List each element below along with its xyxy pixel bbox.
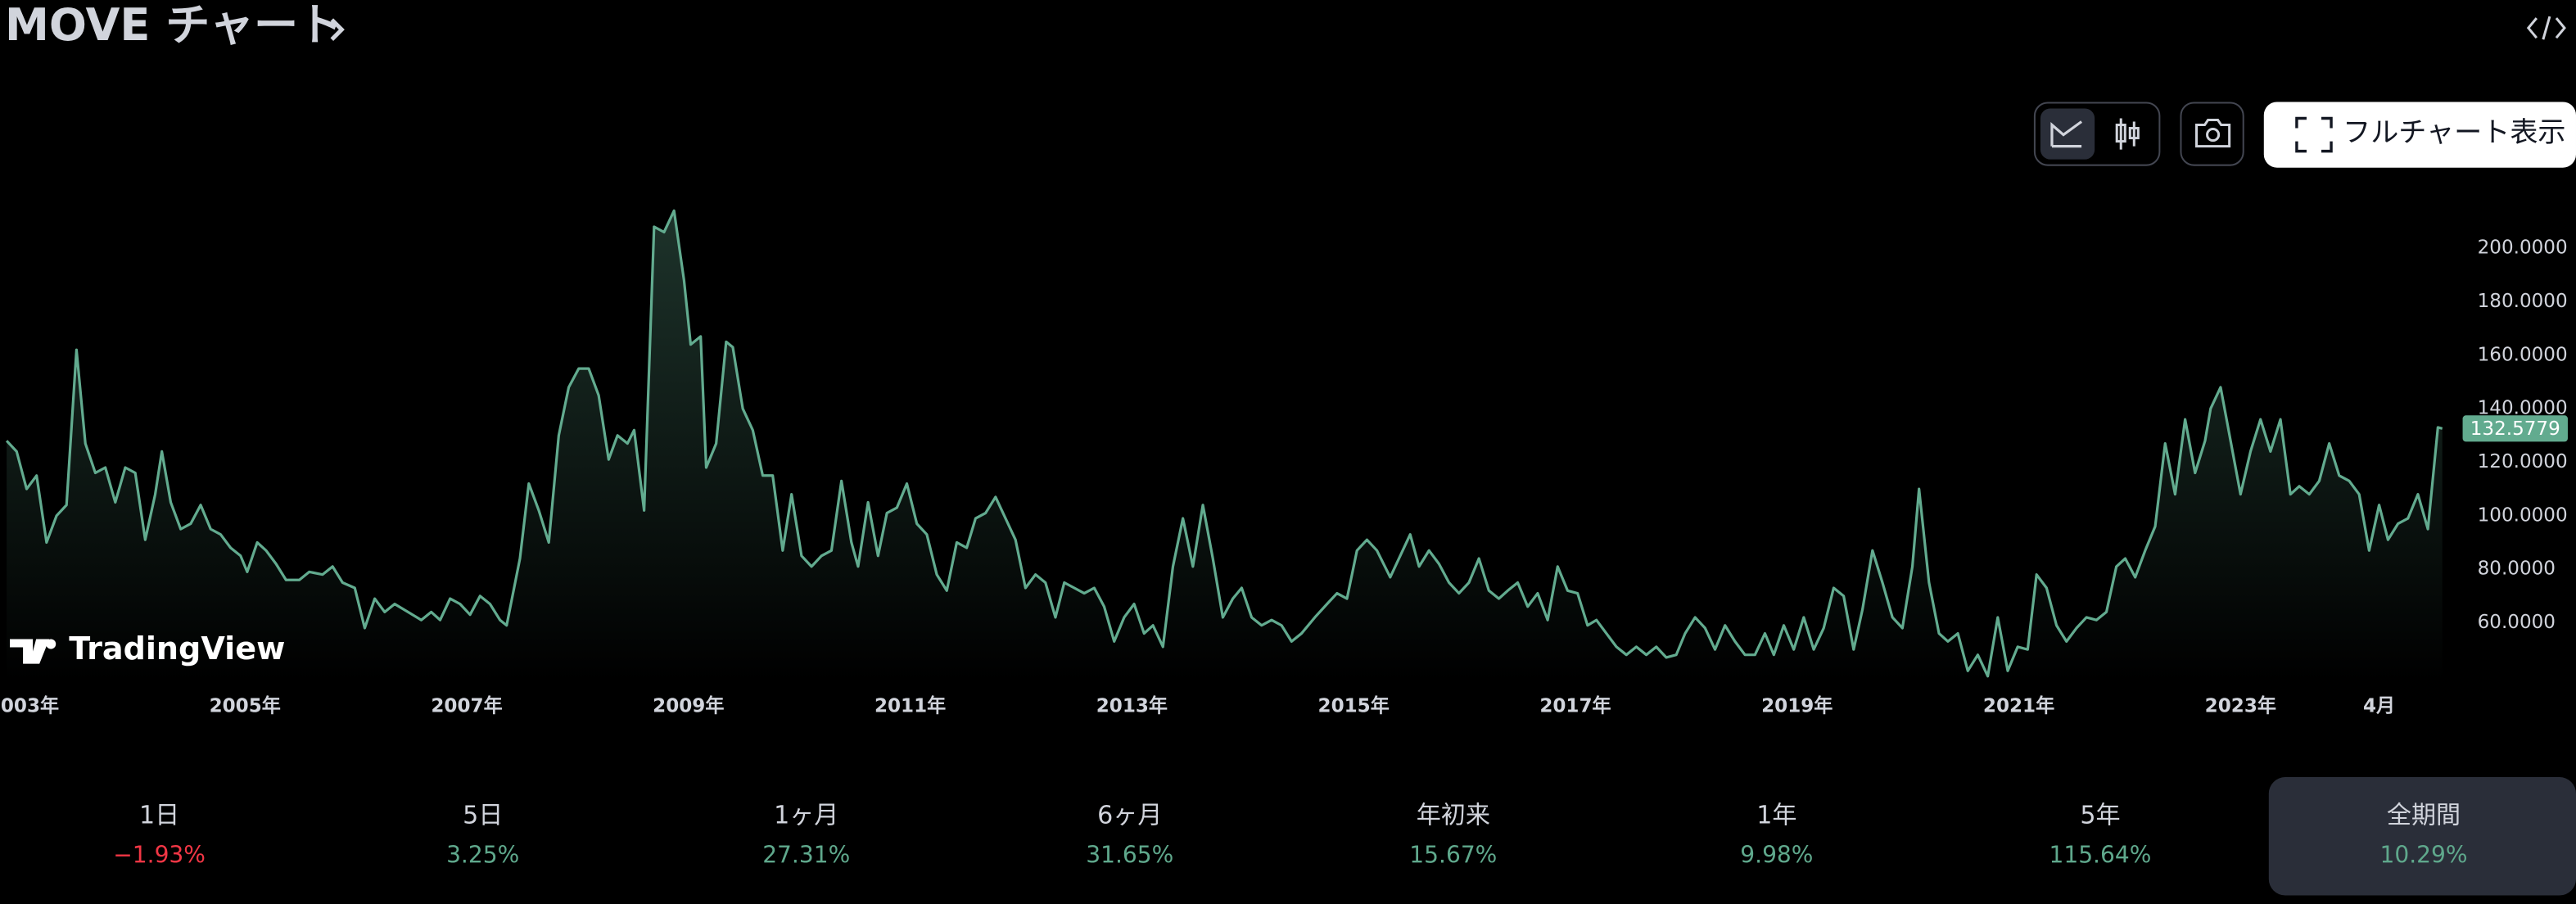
chevron-icon[interactable] [330,18,345,41]
candle-icon [2128,127,2140,140]
x-tick-label: 4月 [2363,695,2395,716]
watermark-logo [46,639,56,649]
line-icon [2050,120,2083,148]
period-button[interactable] [1629,782,1924,890]
y-tick-label: 80.0000 [2478,558,2556,580]
camera-icon [2206,128,2221,142]
performance-bar: 1日 −1.93% 5日 3.25% 1ヶ月 27.31% 6ヶ月 31.65% 年初来 15.6… [11,777,2576,896]
x-tick-label: 2011年 [874,694,946,716]
period-button[interactable] [335,782,630,890]
period-change: 9.98% [1740,841,1813,868]
period-button[interactable] [1952,782,2248,890]
x-tick-label: 2007年 [431,694,502,716]
period-button[interactable] [1305,782,1601,890]
x-tick-label: 2003年 [0,694,59,716]
x-tick-label: 2015年 [1318,694,1390,716]
period-label[interactable]: 5年 [2080,802,2120,830]
camera-icon [2195,119,2231,148]
period-label[interactable]: 1日 [139,802,179,830]
y-tick-label: 200.0000 [2478,237,2568,259]
x-tick-label: 2023年 [2205,694,2276,716]
period-selected-bg [2268,777,2576,896]
period-change: 10.29% [2379,841,2467,868]
x-tick-label: 2013年 [1096,694,1168,716]
candle-button-area[interactable] [2103,108,2153,159]
chart-style-group [2033,102,2161,166]
x-tick-label: 2019年 [1761,694,1833,716]
watermark: TradingView [69,631,285,667]
period-label[interactable]: 1年 [1756,802,1796,830]
period-label[interactable]: 5日 [463,802,503,830]
period-button[interactable] [982,782,1277,890]
period-change: 31.65% [1086,841,1173,868]
last-price-badge [2462,415,2568,442]
last-price-label: 132.5779 [2470,418,2560,440]
full-chart-button[interactable] [2263,102,2576,168]
period-change: 3.25% [446,841,519,868]
period-button[interactable] [11,782,307,890]
period-label[interactable]: 全期間 [2387,802,2461,830]
period-change: 15.67% [1409,841,1497,868]
period-change: −1.93% [113,841,206,868]
period-button[interactable] [658,782,954,890]
x-tick-label: 2017年 [1539,694,1611,716]
x-tick-label: 2005年 [210,694,281,716]
period-change: 27.31% [762,841,850,868]
y-tick-label: 180.0000 [2478,291,2568,312]
snapshot-button[interactable] [2180,102,2244,166]
period-label[interactable]: 1ヶ月 [774,802,838,830]
y-tick-label: 140.0000 [2478,398,2568,419]
y-tick-label: 100.0000 [2478,504,2568,526]
period-change: 115.64% [2049,841,2151,868]
y-tick-label: 60.0000 [2478,612,2556,633]
x-tick-label: 2021年 [1983,694,2054,716]
period-button[interactable] [2275,782,2571,890]
y-tick-label: 120.0000 [2478,451,2568,472]
area-fill [7,210,2443,682]
embed-icon[interactable] [2526,16,2566,40]
fullscreen-icon [2295,116,2333,153]
page-title[interactable]: MOVE チャート [5,0,342,51]
watermark-logo [10,639,50,664]
y-tick-label: 160.0000 [2478,344,2568,365]
price-line [5,209,2443,678]
candle-icon [2119,118,2135,150]
candle-style-button[interactable] [2103,108,2153,159]
candle-icon [2115,124,2126,143]
plot-area: 60.0000 80.0000 100.0000 120.0000 140.0000 16… [0,209,2568,716]
period-label[interactable]: 年初来 [1417,802,1490,830]
x-tick-label: 2009年 [653,694,724,716]
full-chart-label[interactable]: フルチャート表示 [2343,116,2565,149]
period-label[interactable]: 6ヶ月 [1097,802,1162,830]
line-style-button[interactable] [2040,108,2095,160]
